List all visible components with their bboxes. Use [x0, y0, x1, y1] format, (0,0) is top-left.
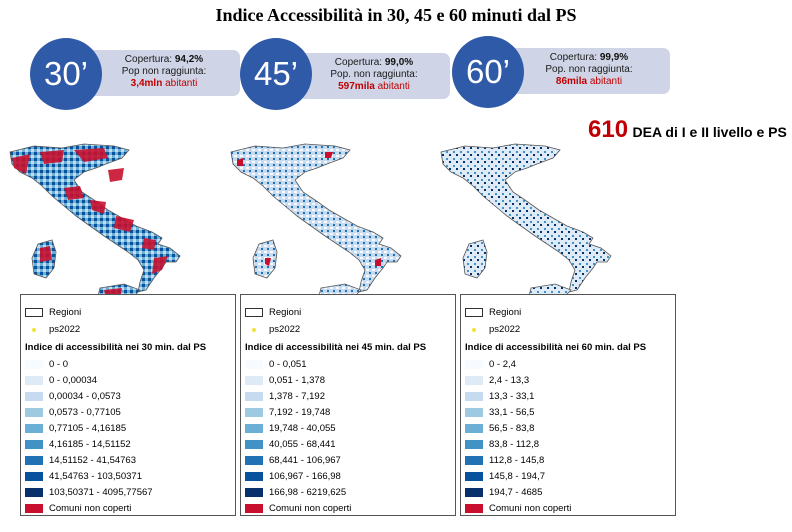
- legend-class: 41,54763 - 103,50371: [25, 471, 142, 482]
- class-swatch: [245, 440, 263, 449]
- legend-class: 0,00034 - 0,0573: [25, 391, 121, 402]
- legend-regions: Regioni: [465, 307, 521, 318]
- legend-class: 4,16185 - 14,51152: [25, 439, 131, 450]
- legend-title: Indice di accessibilità nei 45 min. dal …: [245, 342, 427, 353]
- class-swatch: [245, 360, 263, 369]
- not-covered-areas: [237, 152, 381, 266]
- legend-class: 145,8 - 194,7: [465, 471, 545, 482]
- legend-class: 14,51152 - 41,54763: [25, 455, 136, 466]
- legend-class: 0 - 0,00034: [25, 375, 97, 386]
- legend-class: 166,98 - 6219,625: [245, 487, 346, 498]
- class-swatch: [465, 392, 483, 401]
- info-box-45: Copertura: 99,0% Pop. non raggiunta: 597…: [298, 53, 450, 99]
- legend-60: Regioni ps2022 Indice di accessibilità n…: [460, 294, 676, 516]
- class-swatch: [465, 408, 483, 417]
- legend-not-covered: Comuni non coperti: [25, 503, 131, 514]
- italy-map-30: [9, 143, 181, 303]
- legend-class: 1,378 - 7,192: [245, 391, 325, 402]
- dea-count: 610 DEA di I e II livello e PS: [588, 116, 787, 144]
- class-swatch: [245, 472, 263, 481]
- class-swatch: [245, 392, 263, 401]
- legend-class: 106,967 - 166,98: [245, 471, 341, 482]
- legend-class: 33,1 - 56,5: [465, 407, 534, 418]
- legend-class: 0 - 2,4: [465, 359, 516, 370]
- legend-45: Regioni ps2022 Indice di accessibilità n…: [240, 294, 456, 516]
- class-swatch: [25, 408, 43, 417]
- legend-not-covered: Comuni non coperti: [465, 503, 571, 514]
- legend-class: 112,8 - 145,8: [465, 455, 544, 466]
- class-swatch: [25, 376, 43, 385]
- legend-30: Regioni ps2022 Indice di accessibilità n…: [20, 294, 236, 516]
- class-swatch: [465, 424, 483, 433]
- legend-class: 0,77105 - 4,16185: [25, 423, 126, 434]
- info-box-60: Copertura: 99,9% Pop. non raggiunta: 86m…: [508, 48, 670, 94]
- class-swatch: [465, 488, 483, 497]
- page-title: Indice Accessibilità in 30, 45 e 60 minu…: [215, 5, 577, 25]
- class-swatch: [465, 456, 483, 465]
- legend-ps: ps2022: [245, 324, 300, 335]
- legend-ps: ps2022: [25, 324, 80, 335]
- time-circle-45: 45’: [240, 38, 312, 110]
- class-swatch: [465, 440, 483, 449]
- italy-mainland: [9, 143, 181, 293]
- legend-class: 2,4 - 13,3: [465, 375, 529, 386]
- legend-class: 0 - 0,051: [245, 359, 307, 370]
- time-circle-30: 30’: [30, 38, 102, 110]
- class-swatch: [25, 472, 43, 481]
- ps-point-icon: [465, 325, 483, 334]
- not-covered-areas: [12, 148, 168, 298]
- legend-class: 13,3 - 33,1: [465, 391, 534, 402]
- dea-number: 610: [588, 116, 629, 143]
- legend-class: 194,7 - 4685: [465, 487, 542, 498]
- class-swatch: [245, 456, 263, 465]
- regions-swatch: [245, 308, 263, 317]
- italy-mainland: [230, 143, 402, 293]
- class-swatch: [25, 440, 43, 449]
- time-circle-60: 60’: [452, 36, 524, 108]
- legend-class: 19,748 - 40,055: [245, 423, 336, 434]
- class-swatch: [25, 392, 43, 401]
- legend-regions: Regioni: [245, 307, 301, 318]
- class-swatch: [465, 360, 483, 369]
- sardinia: [462, 239, 488, 279]
- not-covered-swatch: [25, 504, 43, 513]
- legend-class: 0,051 - 1,378: [245, 375, 325, 386]
- dea-text: DEA di I e II livello e PS: [632, 124, 787, 140]
- legend-class: 83,8 - 112,8: [465, 439, 539, 450]
- class-swatch: [245, 424, 263, 433]
- class-swatch: [465, 376, 483, 385]
- legend-class: 0,0573 - 0,77105: [25, 407, 121, 418]
- italy-map-60: [440, 143, 612, 303]
- legend-class: 68,441 - 106,967: [245, 455, 341, 466]
- class-swatch: [25, 360, 43, 369]
- legend-not-covered: Comuni non coperti: [245, 503, 351, 514]
- legend-class: 7,192 - 19,748: [245, 407, 330, 418]
- legend-ps: ps2022: [465, 324, 520, 335]
- class-swatch: [245, 488, 263, 497]
- legend-class: 0 - 0: [25, 359, 68, 370]
- regions-swatch: [465, 308, 483, 317]
- italy-mainland: [440, 143, 612, 293]
- info-box-30: Copertura: 94,2% Pop non raggiunta: 3,4m…: [88, 50, 240, 96]
- class-swatch: [245, 376, 263, 385]
- legend-title: Indice di accessibilità nei 30 min. dal …: [25, 342, 207, 353]
- regions-swatch: [25, 308, 43, 317]
- legend-class: 103,50371 - 4095,77567: [25, 487, 153, 498]
- class-swatch: [25, 456, 43, 465]
- legend-class: 40,055 - 68,441: [245, 439, 336, 450]
- legend-title: Indice di accessibilità nei 60 min. dal …: [465, 342, 647, 353]
- italy-map-45: [230, 143, 402, 303]
- not-covered-swatch: [245, 504, 263, 513]
- class-swatch: [25, 424, 43, 433]
- ps-point-icon: [25, 325, 43, 334]
- legend-class: 56,5 - 83,8: [465, 423, 534, 434]
- legend-regions: Regioni: [25, 307, 81, 318]
- class-swatch: [25, 488, 43, 497]
- class-swatch: [465, 472, 483, 481]
- not-covered-swatch: [465, 504, 483, 513]
- class-swatch: [245, 408, 263, 417]
- ps-point-icon: [245, 325, 263, 334]
